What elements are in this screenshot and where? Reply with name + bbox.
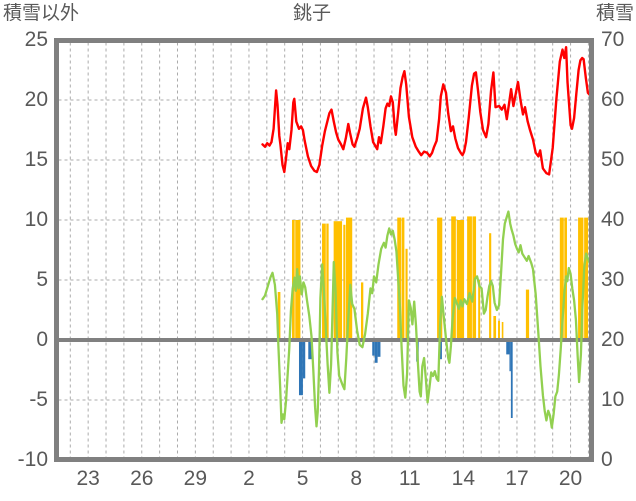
rtick-label: 30 xyxy=(601,268,625,291)
xtick-label: 14 xyxy=(451,467,476,490)
xtick-label: 5 xyxy=(296,467,309,490)
xtick-label: 8 xyxy=(350,467,362,490)
orange-bar xyxy=(405,248,408,340)
rtick-label: 50 xyxy=(601,148,625,171)
orange-bar xyxy=(578,217,584,340)
orange-bar xyxy=(343,224,346,340)
ltick-label: 15 xyxy=(24,148,48,171)
ltick-label: -5 xyxy=(29,388,48,411)
xtick-label: 17 xyxy=(505,467,529,490)
rtick-label: 70 xyxy=(601,28,625,51)
orange-bar xyxy=(559,217,564,340)
orange-bar xyxy=(525,289,530,340)
orange-bar xyxy=(493,316,497,340)
orange-bar xyxy=(501,322,504,340)
red-line-series xyxy=(261,46,590,176)
ltick-label: 0 xyxy=(36,328,48,351)
xtick-label: 11 xyxy=(398,467,421,490)
ltick-label: 20 xyxy=(24,88,48,111)
rtick-label: 60 xyxy=(601,88,625,111)
right-axis-title: 積雪 xyxy=(595,3,634,24)
ltick-label: 25 xyxy=(24,28,48,51)
xtick-label: 2 xyxy=(243,467,255,490)
orange-bars-series xyxy=(277,216,589,340)
xtick-label: 23 xyxy=(76,467,100,490)
blue-bar xyxy=(298,340,303,396)
xtick-label: 29 xyxy=(183,467,208,490)
blue-bar xyxy=(510,340,513,418)
chart-title: 銚子 xyxy=(292,3,331,24)
blue-bar xyxy=(308,340,312,360)
orange-bar xyxy=(360,282,364,340)
orange-bar xyxy=(451,216,456,340)
blue-bar xyxy=(439,340,442,360)
blue-bar xyxy=(509,340,511,372)
orange-bar xyxy=(326,223,329,340)
blue-bar xyxy=(374,340,378,363)
left-axis-title: 積雪以外 xyxy=(3,3,80,24)
orange-bar xyxy=(456,220,465,340)
blue-bar xyxy=(372,340,375,356)
xtick-label: 20 xyxy=(558,467,583,490)
orange-bar xyxy=(467,216,472,340)
ltick-label: -10 xyxy=(17,448,48,471)
green-line-series xyxy=(261,210,590,429)
xtick-label: 26 xyxy=(130,467,154,490)
ltick-label: 10 xyxy=(24,208,48,231)
rtick-label: 20 xyxy=(601,328,625,351)
blue-bar xyxy=(377,340,381,357)
rtick-label: 0 xyxy=(601,448,613,471)
orange-bar xyxy=(478,280,481,340)
plot-border xyxy=(54,38,594,462)
orange-bar xyxy=(584,217,589,340)
orange-bar xyxy=(277,292,281,340)
orange-bar xyxy=(345,217,353,340)
orange-bar xyxy=(437,217,443,340)
blue-bar xyxy=(506,340,510,355)
orange-bar xyxy=(498,320,500,340)
orange-bar xyxy=(401,217,405,340)
rtick-label: 10 xyxy=(601,388,625,411)
ltick-label: 5 xyxy=(36,268,48,291)
rtick-label: 40 xyxy=(601,208,625,231)
orange-bar xyxy=(333,221,343,340)
blue-bar xyxy=(302,340,306,379)
